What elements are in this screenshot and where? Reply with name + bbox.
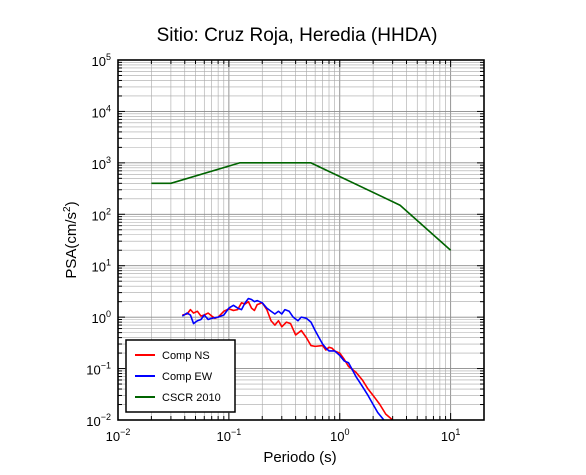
y-tick-label-base: 10 xyxy=(86,363,100,378)
y-tick-label-exponent: −1 xyxy=(101,361,111,371)
y-axis-label-superscript: 2 xyxy=(62,206,73,212)
y-tick-label-base: 10 xyxy=(86,414,100,429)
y-tick-label: 10−2 xyxy=(86,412,111,429)
x-tick-labels: 10−2 10−1 100 101 xyxy=(106,427,461,444)
y-tick-label: 101 xyxy=(92,258,111,275)
y-axis-label-end: ) xyxy=(63,201,80,206)
y-tick-label: 103 xyxy=(92,155,111,172)
legend: Comp NS Comp EW CSCR 2010 xyxy=(125,339,236,413)
x-tick-label: 10−1 xyxy=(217,427,242,444)
y-tick-label-exponent: 0 xyxy=(106,309,111,319)
series-group xyxy=(151,162,452,420)
series-line-comp-ew xyxy=(181,297,385,420)
y-tick-label-base: 10 xyxy=(92,157,106,172)
y-tick-label-base: 10 xyxy=(92,105,106,120)
y-tick-label-exponent: 1 xyxy=(106,258,111,268)
plot-frame xyxy=(117,59,485,421)
y-axis-label: PSA(cm/s2) xyxy=(62,201,80,278)
series-line-comp-ns xyxy=(182,300,394,420)
x-tick-label-base: 10 xyxy=(217,429,231,444)
y-tick-label-base: 10 xyxy=(92,54,106,69)
y-tick-label: 100 xyxy=(92,309,111,326)
legend-label: Comp EW xyxy=(162,371,213,383)
y-tick-label: 10−1 xyxy=(86,361,111,378)
y-tick-label-exponent: −2 xyxy=(101,412,111,422)
y-tick-label-exponent: 2 xyxy=(106,206,111,216)
y-tick-label-base: 10 xyxy=(92,208,106,223)
x-tick-label-base: 10 xyxy=(106,429,120,444)
chart-title: Sitio: Cruz Roja, Heredia (HHDA) xyxy=(157,25,438,46)
grid xyxy=(117,59,485,421)
y-tick-label: 104 xyxy=(92,103,111,120)
x-tick-label: 10−2 xyxy=(106,427,131,444)
x-tick-label-base: 10 xyxy=(441,429,455,444)
x-axis-label: Periodo (s) xyxy=(263,449,336,466)
y-axis-label-text: PSA(cm/s xyxy=(63,212,80,279)
x-tick-label-exponent: 0 xyxy=(344,427,349,437)
x-tick-label-exponent: 1 xyxy=(455,427,460,437)
legend-label: CSCR 2010 xyxy=(162,392,221,404)
x-tick-label: 100 xyxy=(330,427,349,444)
x-tick-label-exponent: −2 xyxy=(120,427,130,437)
legend-items: Comp NS Comp EW CSCR 2010 xyxy=(135,350,221,404)
x-tick-label-base: 10 xyxy=(330,429,344,444)
legend-label: Comp NS xyxy=(162,350,210,362)
y-tick-label-base: 10 xyxy=(92,260,106,275)
y-tick-label-exponent: 5 xyxy=(106,52,111,62)
y-tick-label-exponent: 3 xyxy=(106,155,111,165)
series-line-cscr-2010 xyxy=(151,162,452,251)
y-tick-label-exponent: 4 xyxy=(106,103,111,113)
y-tick-label: 105 xyxy=(92,52,111,69)
y-tick-label: 102 xyxy=(92,206,111,223)
ticks xyxy=(117,59,485,421)
x-tick-label: 101 xyxy=(441,427,460,444)
y-tick-label-base: 10 xyxy=(92,311,106,326)
x-tick-label-exponent: −1 xyxy=(231,427,241,437)
